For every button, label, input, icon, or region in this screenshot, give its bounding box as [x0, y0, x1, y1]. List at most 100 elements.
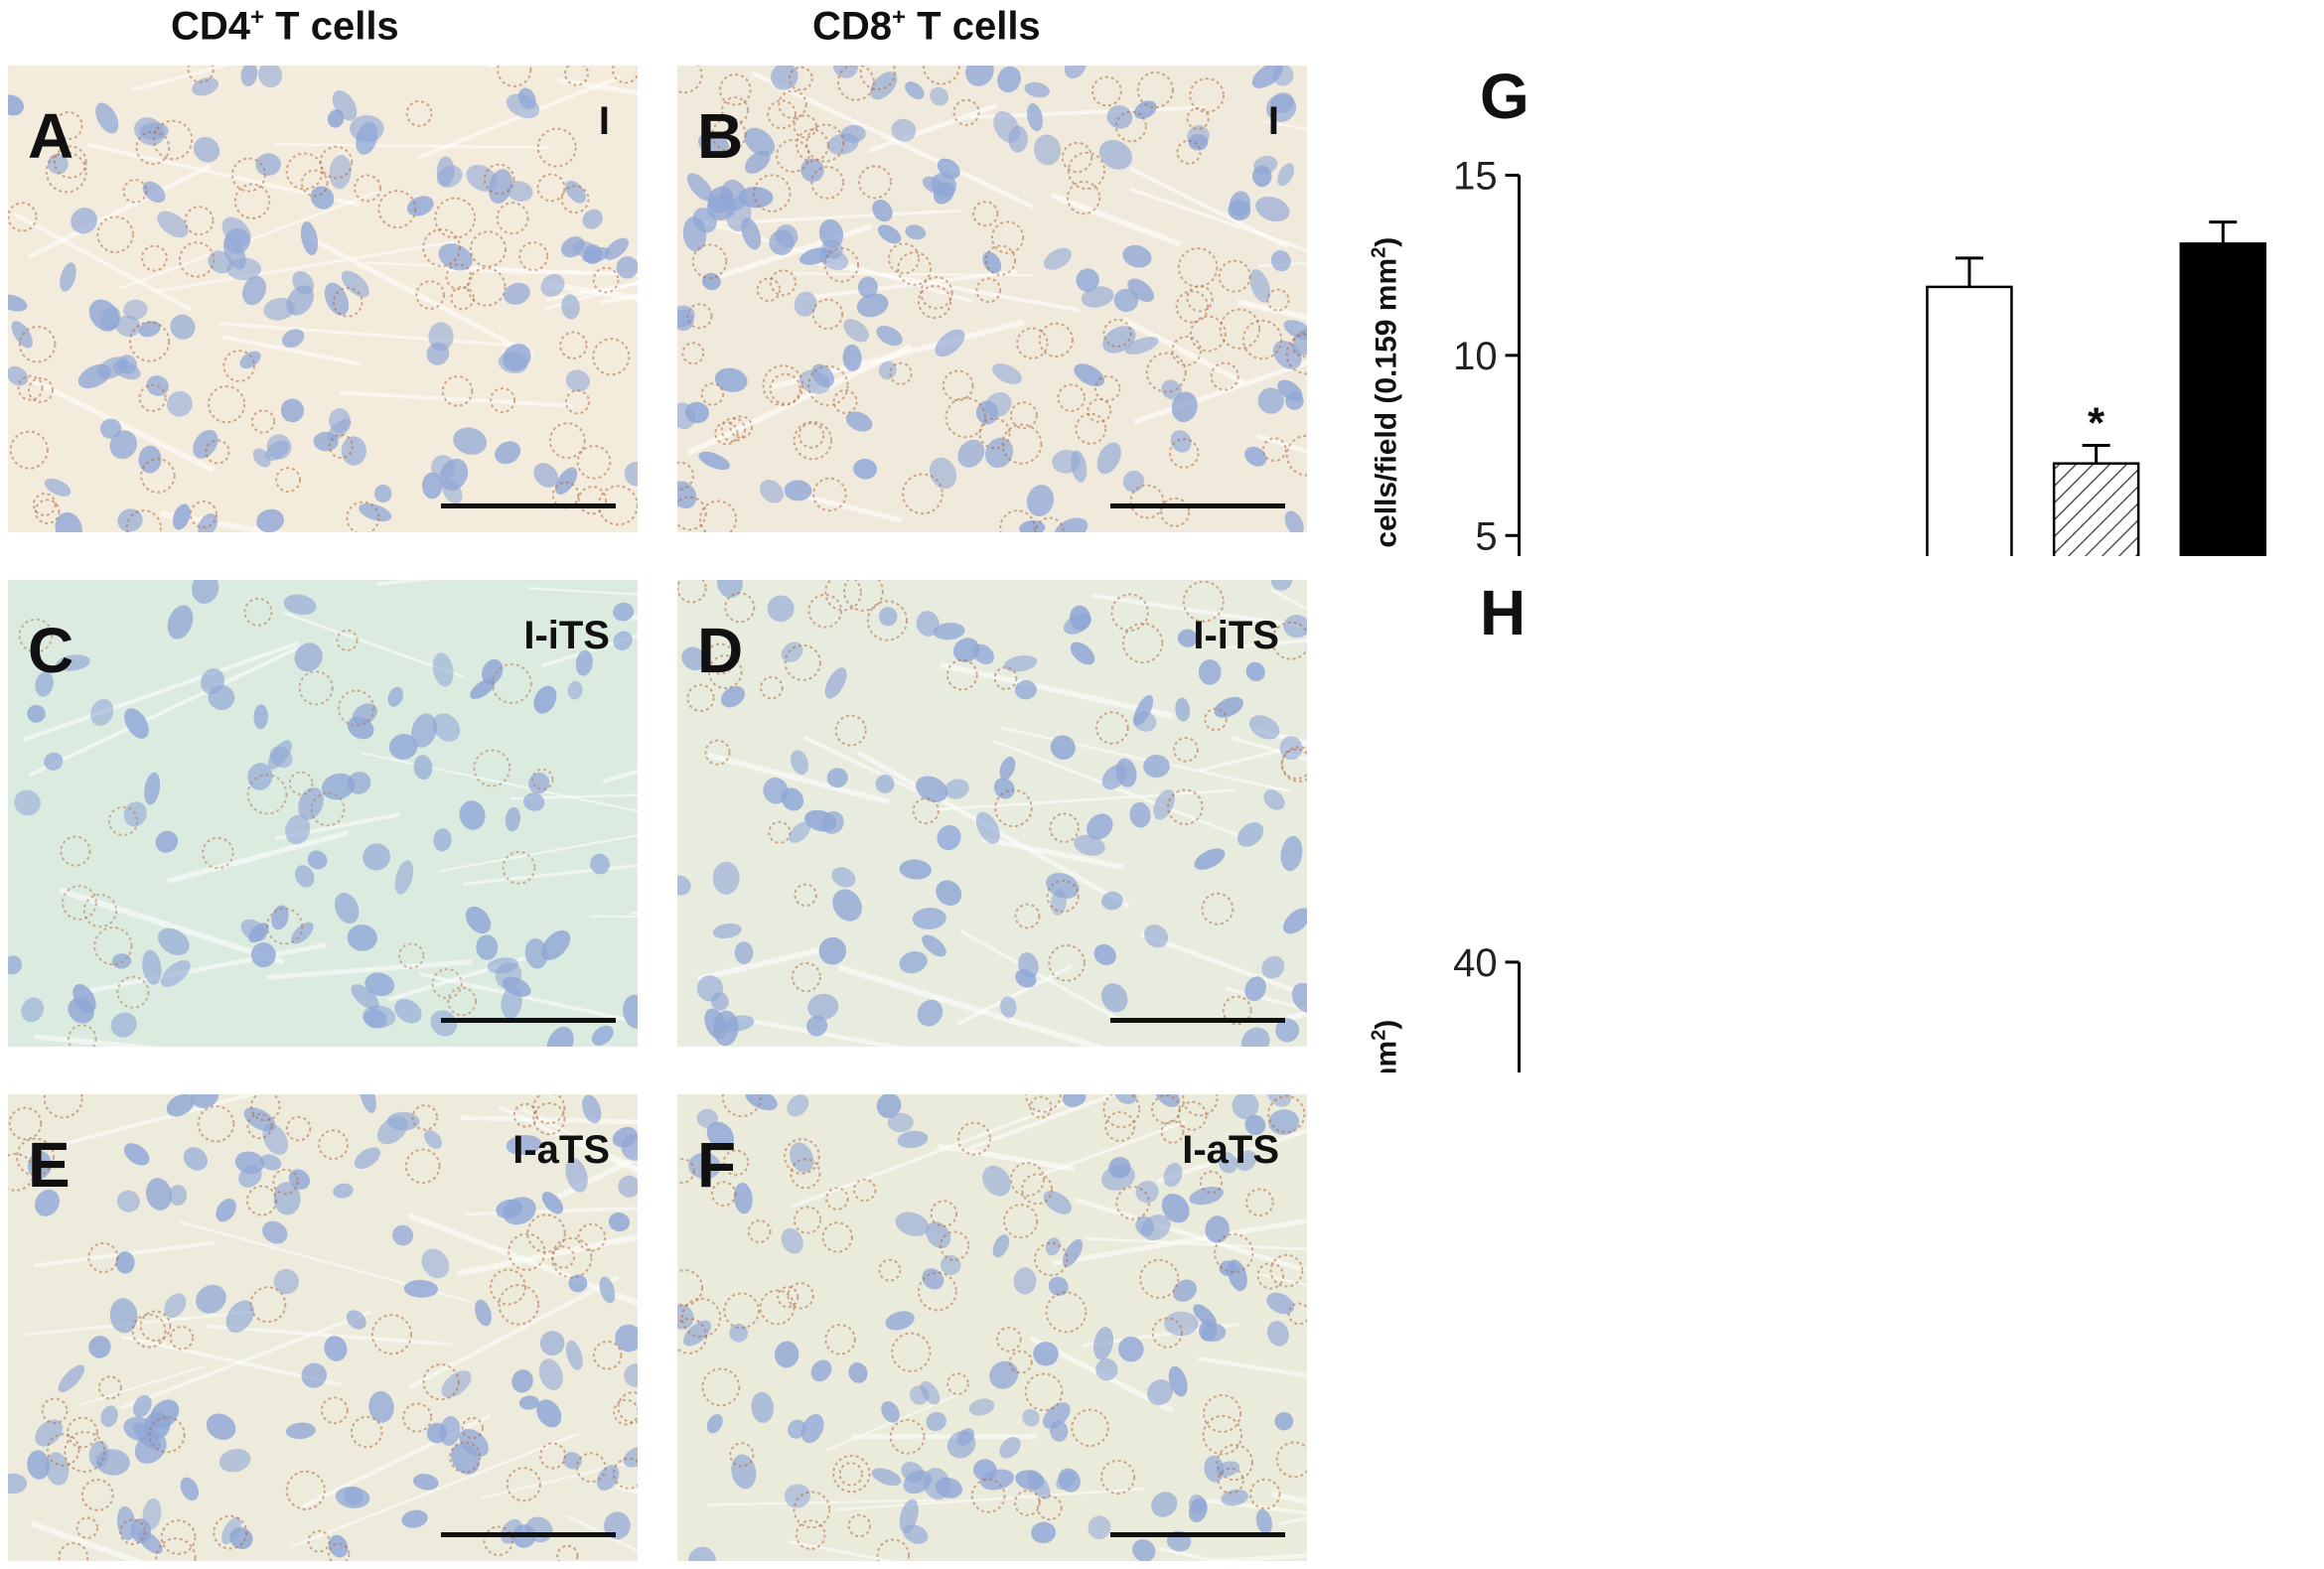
tissue-fiber [167, 830, 349, 884]
stained-membrane [497, 66, 532, 87]
stained-membrane [838, 1462, 864, 1487]
cell-nucleus [507, 181, 533, 203]
scale-bar [441, 1018, 616, 1023]
stained-membrane [450, 285, 475, 311]
tissue-fiber [1253, 728, 1307, 746]
tissue-fiber [824, 1395, 955, 1452]
tissue-fiber [938, 1143, 1075, 1172]
stained-membrane [298, 670, 334, 706]
cell-nucleus [343, 1486, 363, 1506]
stained-membrane [891, 1332, 932, 1372]
cell-nucleus [677, 481, 697, 509]
cell-nucleus [975, 811, 1000, 844]
cell-nucleus [533, 463, 559, 488]
cell-nucleus [168, 1185, 188, 1207]
stained-membrane [677, 1269, 704, 1307]
cell-nucleus [568, 1274, 588, 1293]
stained-membrane [722, 1149, 750, 1177]
cell-nucleus [111, 953, 132, 969]
cell-nucleus [591, 1025, 614, 1046]
cell-nucleus [441, 1370, 472, 1398]
stained-membrane [821, 1221, 853, 1253]
stained-membrane [832, 1454, 871, 1494]
stained-membrane [1021, 1173, 1053, 1206]
stained-membrane [1169, 438, 1200, 469]
cell-nucleus [504, 282, 530, 305]
tissue-fiber [222, 335, 362, 366]
cell-nucleus [533, 685, 557, 714]
stained-membrane [18, 326, 57, 363]
stained-membrane [250, 409, 276, 434]
cell-nucleus [800, 1413, 824, 1444]
stained-membrane [160, 1519, 197, 1555]
stained-membrane [332, 286, 363, 318]
stained-membrane [62, 885, 97, 921]
cell-nucleus [260, 1154, 282, 1171]
panel-letter: F [697, 1129, 737, 1201]
stained-membrane [1075, 412, 1107, 445]
cell-nucleus [681, 646, 706, 671]
cell-nucleus [257, 66, 283, 88]
cell-nucleus [285, 1422, 316, 1440]
cell-nucleus [518, 87, 536, 110]
cell-nucleus [842, 344, 862, 371]
stained-membrane [1285, 333, 1307, 375]
cell-nucleus [1003, 654, 1038, 672]
tissue-fiber [1231, 736, 1307, 762]
stained-membrane [1024, 1094, 1062, 1113]
cell-nucleus [116, 1505, 136, 1541]
cell-nucleus [488, 169, 513, 205]
stained-membrane [431, 968, 463, 1000]
stained-membrane [1182, 580, 1225, 623]
stained-membrane [233, 183, 271, 219]
cell-nucleus [11, 321, 33, 349]
micrograph-panel-c: C I-iTS [8, 580, 638, 1047]
cell-nucleus [198, 513, 218, 532]
cell-nucleus [218, 1448, 251, 1473]
stained-membrane [1171, 335, 1203, 366]
cell-nucleus [421, 1248, 450, 1279]
col-cd4-label: CD4 [171, 4, 251, 49]
cell-nucleus [826, 768, 848, 788]
stained-membrane [794, 883, 817, 908]
stained-membrane [1095, 711, 1129, 745]
cell-nucleus [1244, 976, 1266, 1002]
cell-nucleus [347, 772, 371, 794]
tissue-fiber [23, 641, 300, 742]
stained-membrane [490, 387, 516, 414]
cell-nucleus [428, 322, 454, 352]
stained-membrane [1216, 1444, 1253, 1482]
cell-nucleus [774, 1341, 799, 1368]
cell-nucleus [1265, 93, 1297, 122]
cell-nucleus [329, 154, 352, 190]
cell-nucleus [334, 892, 360, 925]
cell-nucleus [267, 740, 292, 770]
tissue-fiber [791, 1096, 1080, 1209]
stained-membrane [1009, 401, 1038, 430]
cell-nucleus [895, 1212, 930, 1236]
stained-membrane [1186, 106, 1210, 130]
stained-membrane [836, 66, 875, 101]
cell-nucleus [903, 1524, 929, 1544]
cell-nucleus [555, 467, 578, 496]
stained-membrane [887, 242, 921, 275]
stained-membrane [16, 1137, 56, 1177]
stained-membrane [87, 1241, 119, 1274]
cell-nucleus [506, 1134, 542, 1156]
stained-membrane [824, 1324, 856, 1355]
cell-nucleus [936, 880, 962, 906]
cell-nucleus [100, 1405, 118, 1428]
tissue-fiber [1278, 1516, 1307, 1526]
cell-nucleus [351, 984, 379, 1010]
cell-nucleus [903, 1470, 932, 1495]
cell-nucleus [1153, 788, 1175, 820]
cell-nucleus [100, 306, 121, 331]
tissue-fiber [28, 642, 307, 778]
cell-nucleus [164, 1293, 187, 1319]
cell-nucleus [1101, 891, 1123, 911]
cell-nucleus [1096, 442, 1121, 475]
cell-nucleus [993, 778, 1015, 799]
stained-membrane [1275, 1441, 1307, 1479]
cell-nucleus [1252, 165, 1272, 188]
stained-membrane [445, 263, 473, 291]
